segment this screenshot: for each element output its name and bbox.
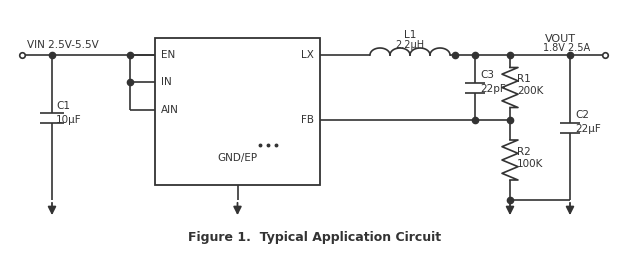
Text: L1: L1 (404, 30, 416, 40)
Text: GND/EP: GND/EP (217, 153, 258, 163)
Text: 22pF: 22pF (480, 85, 506, 95)
Text: C1: C1 (56, 101, 70, 111)
Text: 1.8V 2.5A: 1.8V 2.5A (544, 43, 590, 53)
Text: IN: IN (161, 77, 172, 87)
Text: 2.2μH: 2.2μH (396, 40, 425, 50)
Text: C2: C2 (575, 111, 589, 121)
Text: LX: LX (301, 50, 314, 60)
Text: EN: EN (161, 50, 175, 60)
Text: 200K: 200K (517, 87, 543, 96)
Text: AIN: AIN (161, 105, 179, 115)
Text: FB: FB (301, 115, 314, 125)
Text: R2: R2 (517, 147, 530, 157)
Text: 10μF: 10μF (56, 115, 82, 125)
Bar (155, 38, 320, 185)
Text: 100K: 100K (517, 159, 543, 169)
Text: Figure 1.  Typical Application Circuit: Figure 1. Typical Application Circuit (188, 231, 442, 243)
Text: 22μF: 22μF (575, 124, 601, 134)
Text: VOUT: VOUT (544, 34, 575, 44)
Text: VIN 2.5V-5.5V: VIN 2.5V-5.5V (27, 40, 99, 50)
Text: R1: R1 (517, 75, 530, 85)
Text: C3: C3 (480, 70, 494, 80)
